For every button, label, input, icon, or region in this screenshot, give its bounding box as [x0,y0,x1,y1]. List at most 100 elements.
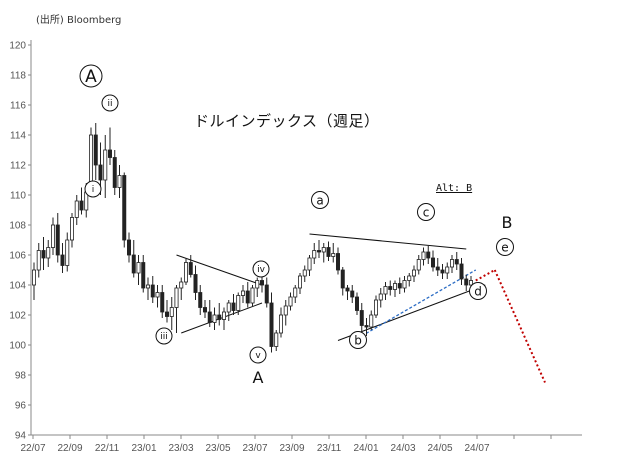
candle [70,213,75,248]
label-circle [349,331,367,349]
label-circle [79,64,103,88]
candle-body [421,251,426,260]
y-tick-label: 112 [10,161,26,172]
y-tick-label: 98 [15,371,27,382]
y-tick-label: 108 [9,221,26,232]
x-tick-label: 23/11 [317,443,342,454]
candle [288,292,293,311]
candle-body [340,269,345,289]
candle-body [416,259,421,271]
candle-body [255,280,260,289]
candle [278,307,283,338]
y-tick-label: 100 [9,341,26,352]
candle [445,262,450,279]
candle [316,240,321,258]
candle-body [378,293,383,301]
y-tick-label: 102 [9,311,26,322]
candle-body [212,314,217,323]
candle [440,264,445,279]
x-tick-label: 23/09 [279,443,304,454]
wave-ii-label: ii [101,94,119,112]
candle [127,232,132,263]
candle-body [407,275,412,281]
candle-body [445,266,450,274]
trend-dashed-line [361,269,477,337]
label-circle [469,282,487,300]
candle [217,303,222,326]
projection-up-line [475,269,496,282]
candle-body [51,224,56,248]
candle [459,258,464,285]
candle [174,285,179,333]
candle-body [122,175,127,241]
candle [131,240,136,278]
candle [397,277,402,294]
candle-body [188,262,193,275]
candle-body [169,307,174,317]
candle-body [179,281,184,289]
candle-body [373,299,378,316]
candle [269,292,274,353]
candle [150,276,155,303]
candle [421,247,426,266]
candle [212,307,217,330]
candle-body [41,250,46,259]
candle-body [316,250,321,253]
pattern-lines [176,233,486,341]
candle [136,255,141,285]
candle [364,318,369,336]
projection-lines [475,269,546,383]
x-tick-label: 22/09 [57,443,82,454]
candle [378,288,383,308]
candle [293,285,298,303]
candle [283,300,288,326]
label-text: e [501,240,508,254]
candle [250,285,255,306]
candle [32,262,37,300]
candle [373,295,378,318]
candle-body [293,287,298,298]
candle [383,282,388,300]
candle-body [202,307,207,313]
wave-B-label: B [502,213,513,232]
candle-body [335,253,340,271]
candle [117,165,122,198]
candle [307,255,312,276]
candle-body [430,257,435,268]
wave-i-label: i [84,180,102,198]
x-tick-label: 22/07 [20,443,45,454]
label-circle [84,180,102,198]
x-tick-label: 24/07 [464,443,489,454]
candle-body [174,287,179,308]
candle-body [388,286,393,290]
candle-body [65,239,70,266]
candle-body [283,305,288,316]
candle-body [155,292,160,298]
candle-body [164,311,169,317]
candle-body [264,284,269,304]
candle-body [449,259,454,268]
candle-body [464,278,469,286]
candle [46,240,51,267]
candle [155,285,160,308]
candle [169,297,174,330]
candle-body [217,314,222,320]
wave-A-label: A [253,368,264,387]
candle [236,292,241,315]
candle [245,282,250,308]
candle-body [117,175,122,188]
candle-body [98,164,103,181]
candle-body [70,217,75,241]
label-circle [311,191,329,209]
candle [435,258,440,276]
candle [369,310,374,330]
candle [60,243,65,273]
candle [331,243,336,263]
candle-body [131,254,136,274]
candle [335,247,340,275]
label-text: c [423,205,430,219]
candle [312,243,317,264]
candle [407,273,412,287]
candle-body [274,332,279,347]
candle-body [236,295,241,311]
